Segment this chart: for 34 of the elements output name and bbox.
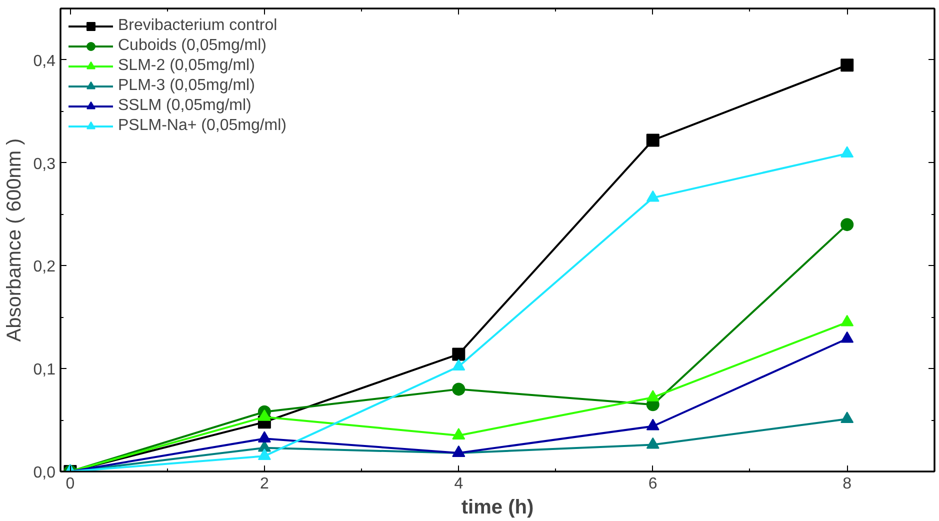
legend-label: Cuboids (0,05mg/ml) (118, 37, 266, 55)
legend-label: SLM-2 (0,05mg/ml) (118, 57, 255, 75)
x-tick-label: 4 (454, 476, 464, 492)
point (840, 218, 854, 232)
legend-label: Brevibacterium control (118, 17, 278, 35)
y-axis-title: Absorbamce ( 600nm ) (3, 138, 26, 342)
point (840, 314, 854, 326)
point (840, 331, 854, 343)
point (646, 390, 660, 402)
point (646, 134, 660, 147)
x-tick-label: 8 (842, 476, 852, 492)
point (646, 418, 660, 430)
y-tick-label: 0,4 (33, 52, 56, 70)
y-tick-label: 0,2 (33, 258, 56, 276)
point (452, 428, 466, 440)
point (840, 146, 854, 158)
point (646, 190, 660, 202)
legend-label: SSLM (0,05mg/ml) (118, 97, 252, 115)
y-tick-label: 0,3 (33, 156, 56, 173)
x-axis-title: time (h) (461, 496, 534, 518)
x-tick-label: 6 (648, 476, 658, 492)
y-tick-label: 0,1 (33, 362, 56, 379)
y-tick-label: 0,0 (33, 464, 56, 482)
point (452, 359, 466, 371)
point (840, 58, 854, 72)
point (646, 437, 660, 449)
point (258, 448, 271, 460)
point (258, 431, 271, 443)
x-tick-label: 0 (66, 476, 75, 492)
x-tick-label: 2 (260, 476, 269, 492)
point (258, 410, 271, 421)
legend-label: PLM-3 (0,05mg/ml) (118, 77, 255, 95)
point (840, 412, 854, 423)
legend-label: PSLM-Na+ (0,05mg/ml) (118, 117, 286, 135)
